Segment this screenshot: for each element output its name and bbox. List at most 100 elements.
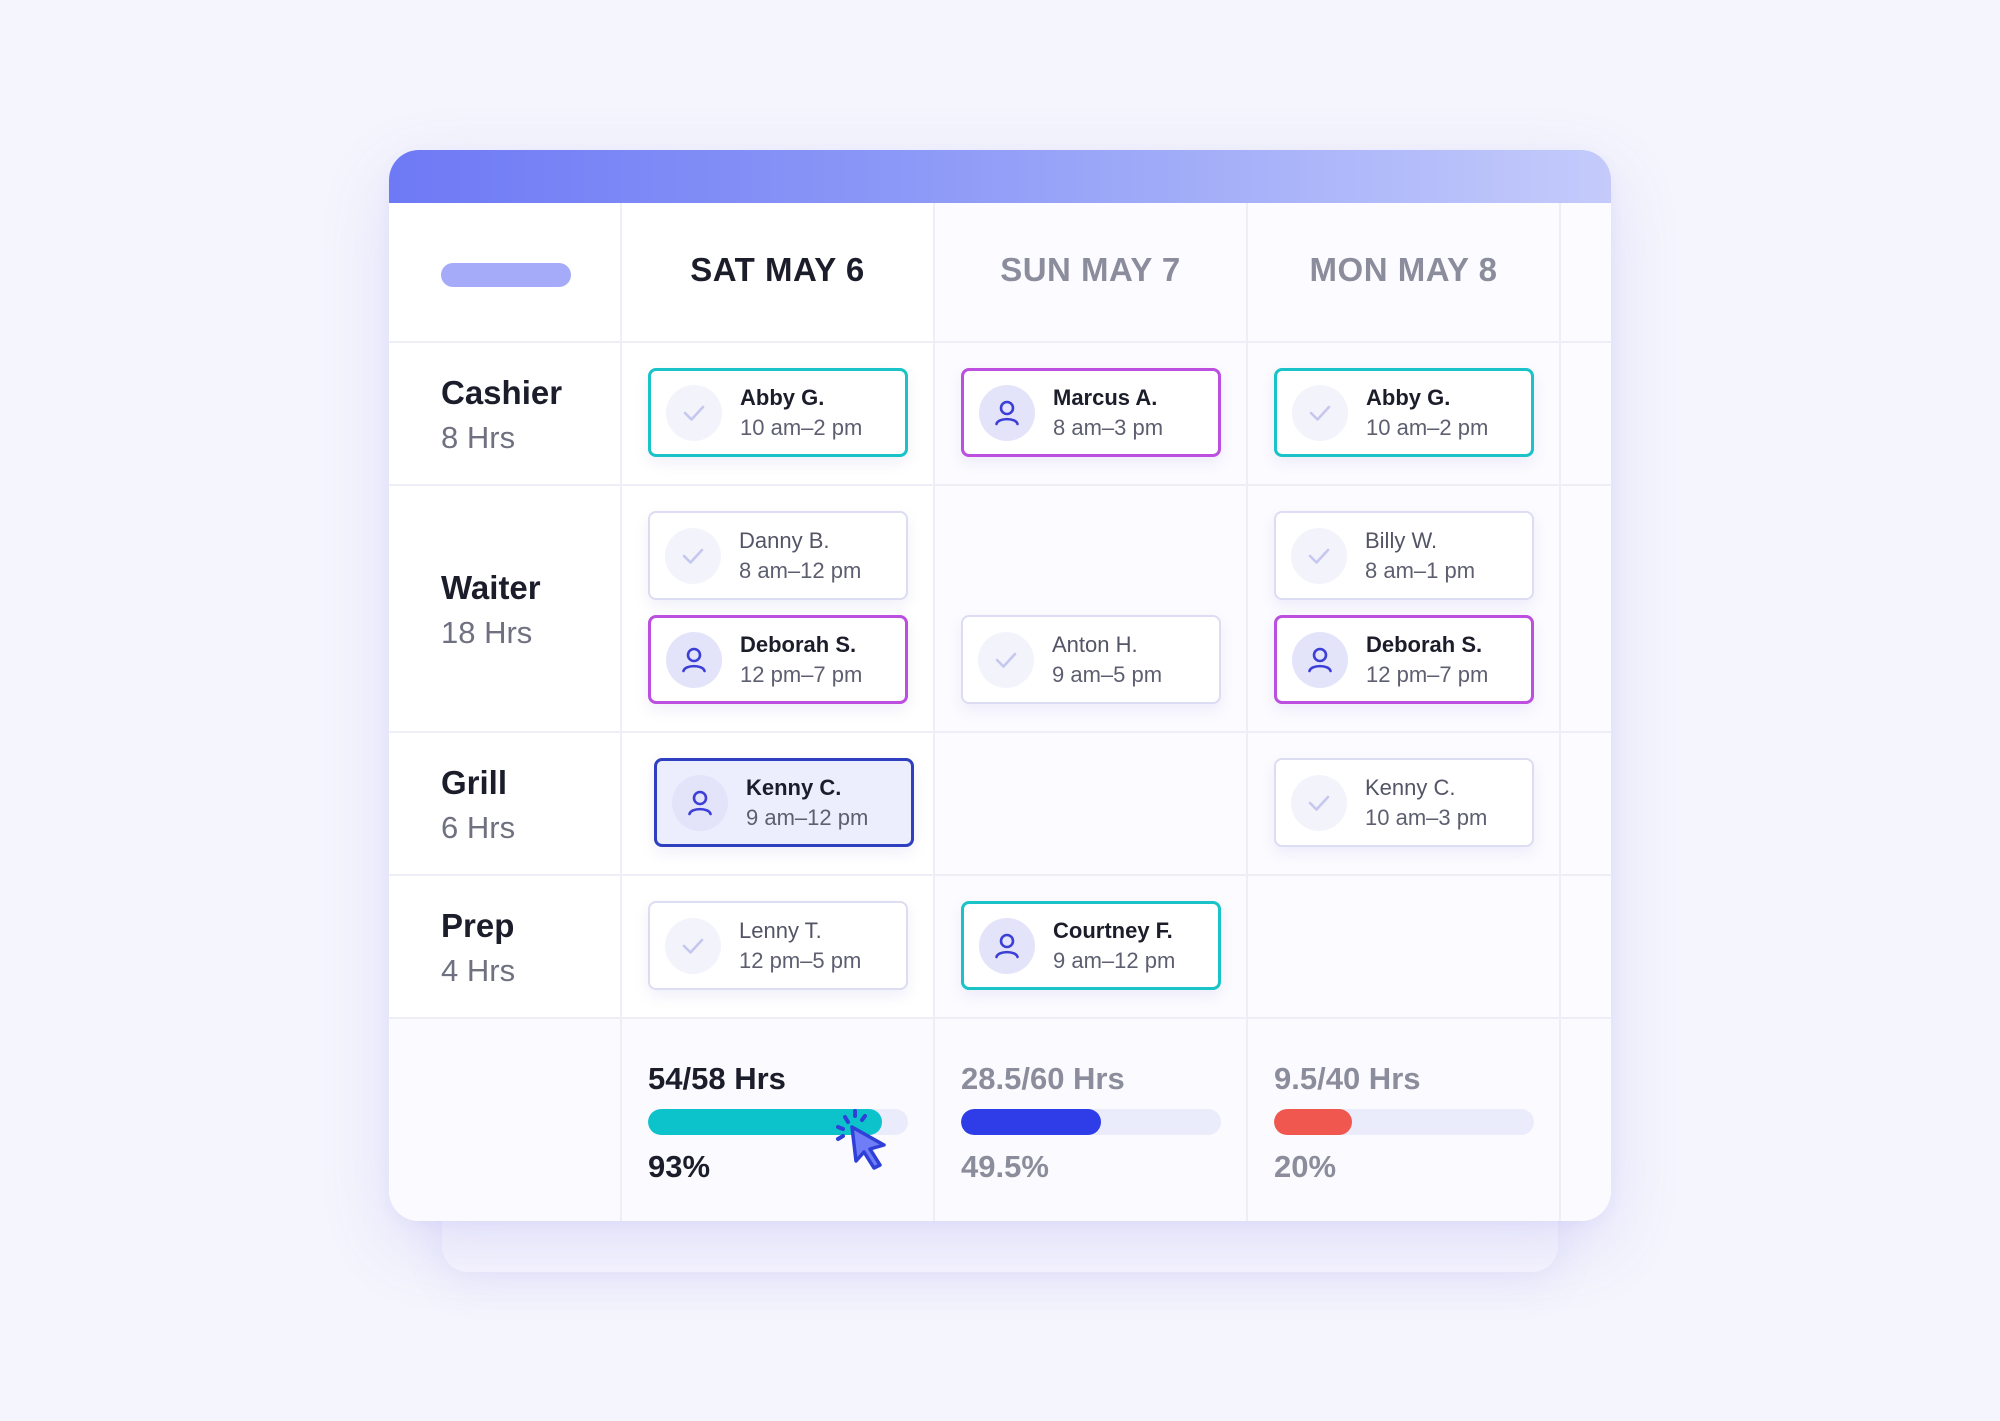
- role-hours: 6 Hrs: [441, 810, 516, 845]
- scheduled-hours: 54/58 Hrs: [648, 1061, 786, 1096]
- role-waiter: Waiter 18 Hrs: [389, 486, 622, 733]
- employee-name: Billy W.: [1365, 527, 1438, 553]
- shift-time: 12 pm–7 pm: [1366, 661, 1489, 687]
- role-cashier: Cashier 8 Hrs: [389, 343, 622, 486]
- role-hours: 4 Hrs: [441, 953, 516, 988]
- header-corner: [389, 203, 622, 343]
- slot-grill-sun[interactable]: [935, 733, 1248, 876]
- check-icon: [665, 917, 721, 974]
- slot-cashier-mon[interactable]: Abby G. 10 am–2 pm: [1248, 343, 1561, 486]
- shift-card[interactable]: Courtney F. 9 am–12 pm: [961, 901, 1221, 990]
- summary-mon: 9.5/40 Hrs 20%: [1248, 1019, 1561, 1221]
- employee-name: Danny B.: [739, 527, 830, 553]
- role-name: Cashier: [441, 374, 563, 411]
- person-icon: [1292, 631, 1348, 688]
- person-icon: [979, 917, 1035, 974]
- scheduled-hours: 28.5/60 Hrs: [961, 1061, 1125, 1096]
- shift-time: 9 am–12 pm: [1053, 947, 1176, 973]
- employee-name: Abby G.: [740, 384, 825, 410]
- card-header-bar: [389, 150, 1611, 203]
- slot-prep-sun[interactable]: Courtney F. 9 am–12 pm: [935, 876, 1248, 1019]
- check-icon: [1292, 384, 1348, 441]
- summary-sun: 28.5/60 Hrs 49.5%: [935, 1019, 1248, 1221]
- slot-cashier-sun[interactable]: Marcus A. 8 am–3 pm: [935, 343, 1248, 486]
- shift-card-selected[interactable]: Kenny C. 9 am–12 pm: [654, 758, 914, 847]
- slot-waiter-sun[interactable]: Anton H. 9 am–5 pm: [935, 486, 1248, 733]
- shift-time: 10 am–2 pm: [740, 414, 863, 440]
- progress-bar: [961, 1109, 1221, 1135]
- employee-name: Marcus A.: [1053, 384, 1158, 410]
- shift-card[interactable]: Anton H. 9 am–5 pm: [961, 615, 1221, 704]
- shift-card[interactable]: Abby G. 10 am–2 pm: [1274, 368, 1534, 457]
- overflow-column: [1561, 343, 1611, 486]
- slot-waiter-mon[interactable]: Billy W. 8 am–1 pm Deborah S. 12 pm–7 pm: [1248, 486, 1561, 733]
- role-hours: 18 Hrs: [441, 615, 533, 650]
- check-icon: [978, 631, 1034, 688]
- person-icon: [979, 384, 1035, 441]
- check-icon: [665, 527, 721, 584]
- day-title: SUN MAY 7: [1000, 251, 1181, 288]
- shift-time: 12 pm–7 pm: [740, 661, 863, 687]
- employee-name: Lenny T.: [739, 917, 822, 943]
- employee-name: Anton H.: [1052, 631, 1138, 657]
- overflow-column: [1561, 203, 1611, 343]
- progress-fill: [1274, 1109, 1352, 1135]
- summary-label-cell: [389, 1019, 622, 1221]
- shift-time: 12 pm–5 pm: [739, 947, 862, 973]
- pointer-click-icon: [836, 1109, 886, 1170]
- day-title: MON MAY 8: [1309, 251, 1498, 288]
- employee-name: Deborah S.: [1366, 631, 1483, 657]
- check-icon: [1291, 527, 1347, 584]
- shift-card[interactable]: Abby G. 10 am–2 pm: [648, 368, 908, 457]
- slot-prep-sat[interactable]: Lenny T. 12 pm–5 pm: [622, 876, 935, 1019]
- employee-name: Kenny C.: [746, 774, 842, 800]
- shift-time: 9 am–12 pm: [746, 804, 869, 830]
- shift-time: 8 am–1 pm: [1365, 557, 1476, 583]
- day-header-mon[interactable]: MON MAY 8: [1248, 203, 1561, 343]
- overflow-column: [1561, 486, 1611, 733]
- check-icon: [1291, 774, 1347, 831]
- role-hours: 8 Hrs: [441, 420, 516, 455]
- shift-card[interactable]: Marcus A. 8 am–3 pm: [961, 368, 1221, 457]
- progress-bar: [648, 1109, 908, 1135]
- schedule-card: SAT MAY 6 SUN MAY 7 MON MAY 8 Cashier 8 …: [389, 150, 1611, 1221]
- day-header-sun[interactable]: SUN MAY 7: [935, 203, 1248, 343]
- day-title: SAT MAY 6: [690, 251, 865, 288]
- shift-time: 8 am–12 pm: [739, 557, 862, 583]
- shift-card[interactable]: Deborah S. 12 pm–7 pm: [648, 615, 908, 704]
- slot-grill-sat[interactable]: Kenny C. 9 am–12 pm: [622, 733, 935, 876]
- slot-grill-mon[interactable]: Kenny C. 10 am–3 pm: [1248, 733, 1561, 876]
- overflow-column: [1561, 876, 1611, 1019]
- percent-label: 20%: [1274, 1149, 1337, 1184]
- role-grill: Grill 6 Hrs: [389, 733, 622, 876]
- slot-prep-mon[interactable]: [1248, 876, 1561, 1019]
- employee-name: Abby G.: [1366, 384, 1451, 410]
- shift-card[interactable]: Danny B. 8 am–12 pm: [648, 511, 908, 600]
- person-icon: [666, 631, 722, 688]
- shift-time: 10 am–3 pm: [1365, 804, 1488, 830]
- role-name: Prep: [441, 907, 515, 944]
- percent-label: 49.5%: [961, 1149, 1049, 1184]
- shift-card[interactable]: Billy W. 8 am–1 pm: [1274, 511, 1534, 600]
- employee-name: Courtney F.: [1053, 917, 1173, 943]
- role-name: Waiter: [441, 569, 541, 606]
- day-header-sat[interactable]: SAT MAY 6: [622, 203, 935, 343]
- progress-bar: [1274, 1109, 1534, 1135]
- role-prep: Prep 4 Hrs: [389, 876, 622, 1019]
- shift-card[interactable]: Kenny C. 10 am–3 pm: [1274, 758, 1534, 847]
- filter-pill[interactable]: [441, 263, 571, 287]
- check-icon: [666, 384, 722, 441]
- progress-fill: [961, 1109, 1102, 1135]
- percent-label: 93%: [648, 1149, 711, 1184]
- shift-time: 9 am–5 pm: [1052, 661, 1163, 687]
- slot-waiter-sat[interactable]: Danny B. 8 am–12 pm Deborah S. 12 pm–7 p…: [622, 486, 935, 733]
- summary-sat: 54/58 Hrs 93%: [622, 1019, 935, 1221]
- scheduled-hours: 9.5/40 Hrs: [1274, 1061, 1421, 1096]
- schedule-grid: SAT MAY 6 SUN MAY 7 MON MAY 8 Cashier 8 …: [389, 203, 1611, 1221]
- shift-time: 10 am–2 pm: [1366, 414, 1489, 440]
- shift-card[interactable]: Lenny T. 12 pm–5 pm: [648, 901, 908, 990]
- shift-card[interactable]: Deborah S. 12 pm–7 pm: [1274, 615, 1534, 704]
- slot-cashier-sat[interactable]: Abby G. 10 am–2 pm: [622, 343, 935, 486]
- role-name: Grill: [441, 764, 508, 801]
- employee-name: Kenny C.: [1365, 774, 1456, 800]
